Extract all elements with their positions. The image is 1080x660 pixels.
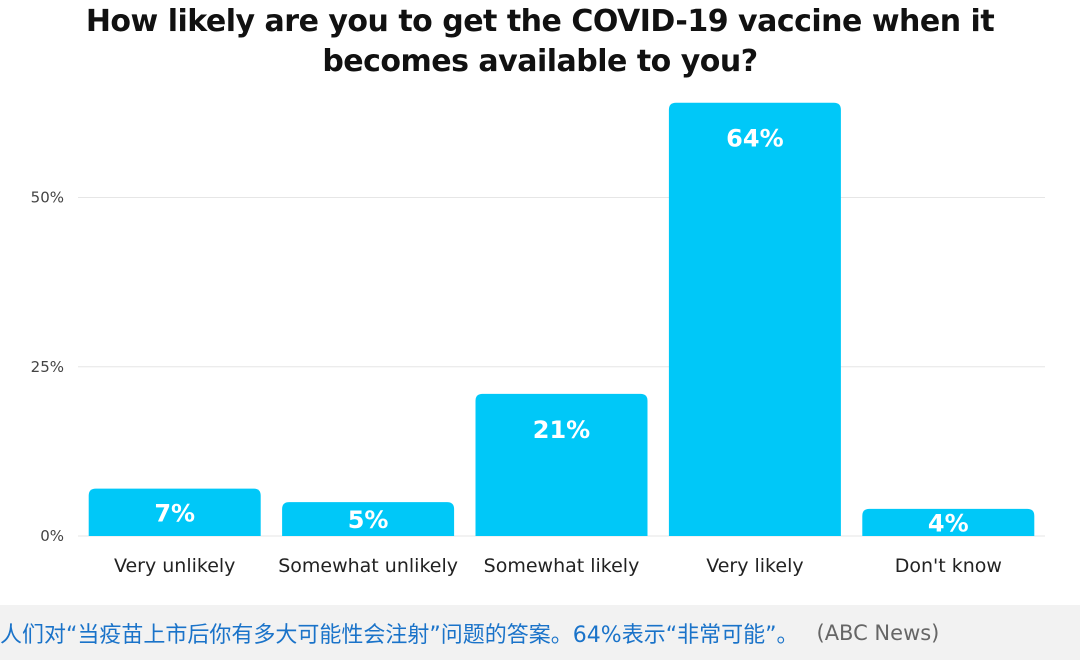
data-label: 21%: [533, 416, 590, 444]
x-tick-label: Very unlikely: [114, 555, 236, 577]
y-tick-label: 25%: [31, 358, 64, 376]
bar: [668, 102, 841, 536]
data-label: 7%: [154, 499, 195, 527]
caption-source: (ABC News): [816, 620, 940, 645]
bar: [282, 502, 455, 536]
chart-title-line-1: How likely are you to get the COVID-19 v…: [85, 4, 995, 39]
caption-bar: 人们对“当疫苗上市后你有多大可能性会注射”问题的答案。64%表示“非常可能”。 …: [0, 605, 1080, 660]
x-tick-label: Very likely: [706, 555, 803, 577]
bar-chart: 0% 25% 50% 7% Very unlikely 5% Somewhat unlike…: [31, 102, 1045, 577]
bar: [862, 508, 1035, 536]
y-tick-label: 50%: [31, 189, 64, 207]
chart-title: How likely are you to get the COVID-19 v…: [0, 0, 1080, 82]
x-tick-label: Somewhat unlikely: [278, 555, 458, 577]
data-label: 5%: [348, 506, 389, 534]
data-label: 4%: [928, 509, 969, 537]
chart-title-line-2: becomes available to you?: [322, 44, 758, 79]
bar: [88, 488, 261, 536]
x-tick-label: Don't know: [895, 555, 1002, 577]
x-tick-label: Somewhat likely: [484, 555, 640, 577]
bar: [475, 393, 648, 536]
y-tick-label: 0%: [40, 527, 64, 545]
caption-text[interactable]: 人们对“当疫苗上市后你有多大可能性会注射”问题的答案。64%表示“非常可能”。: [0, 622, 799, 648]
data-label: 64%: [726, 125, 783, 153]
